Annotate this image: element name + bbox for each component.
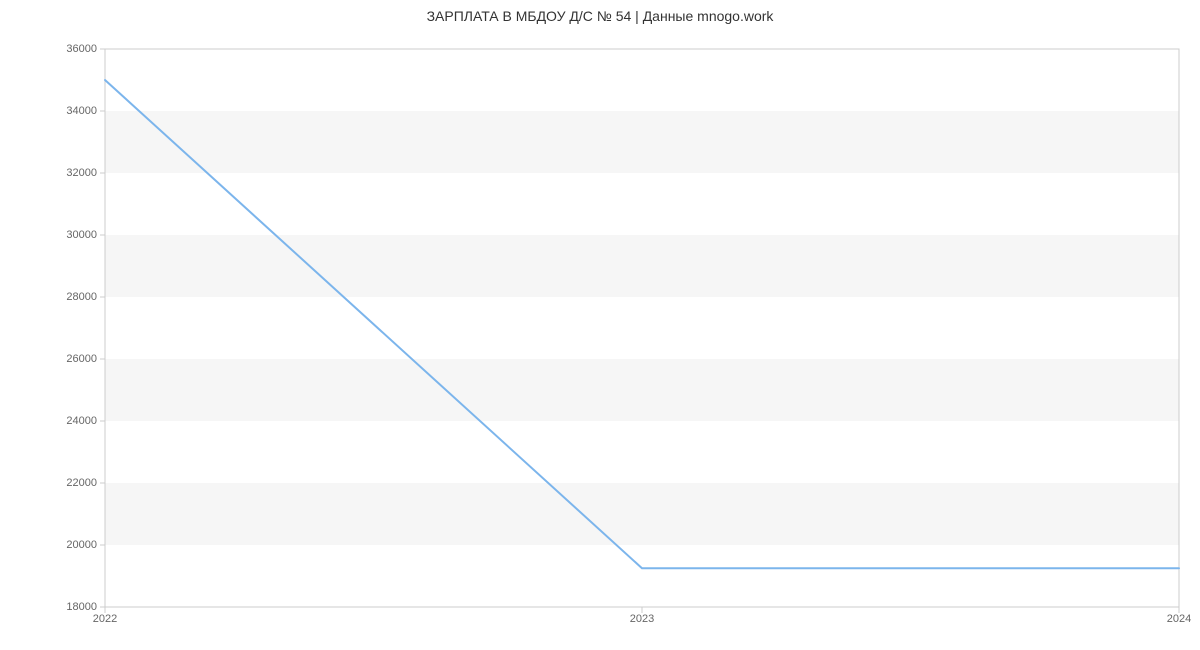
plot-svg xyxy=(105,49,1179,607)
x-tick-label: 2024 xyxy=(1167,607,1191,625)
x-tick-label: 2022 xyxy=(93,607,117,625)
y-tick-label: 36000 xyxy=(66,43,105,55)
y-tick-label: 24000 xyxy=(66,415,105,427)
y-tick-label: 22000 xyxy=(66,477,105,489)
y-tick-label: 20000 xyxy=(66,539,105,551)
salary-line-chart: ЗАРПЛАТА В МБДОУ Д/С № 54 | Данные mnogo… xyxy=(0,0,1200,650)
y-tick-label: 26000 xyxy=(66,353,105,365)
y-tick-label: 28000 xyxy=(66,291,105,303)
y-tick-label: 30000 xyxy=(66,229,105,241)
y-tick-label: 32000 xyxy=(66,167,105,179)
y-tick-label: 34000 xyxy=(66,105,105,117)
plot-area: 1800020000220002400026000280003000032000… xyxy=(105,49,1179,607)
chart-title: ЗАРПЛАТА В МБДОУ Д/С № 54 | Данные mnogo… xyxy=(0,8,1200,24)
x-tick-label: 2023 xyxy=(630,607,654,625)
